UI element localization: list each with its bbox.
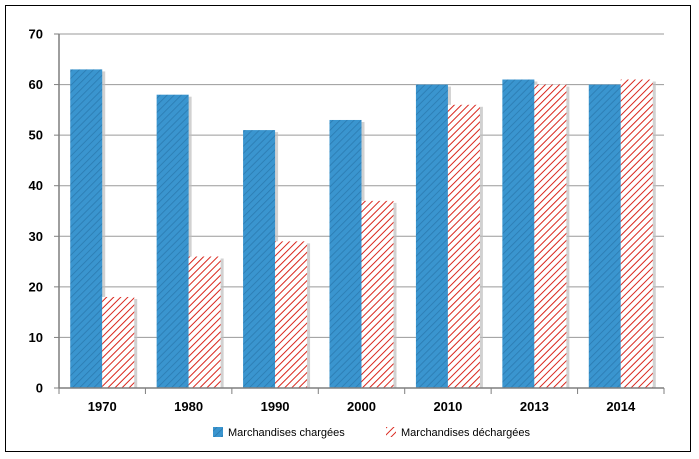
bar-discharged-2014 (620, 79, 653, 388)
bar-discharged-1970 (102, 296, 135, 388)
y-tick-label: 20 (29, 279, 43, 294)
bar-charged-2013 (502, 79, 535, 388)
y-tick-label: 40 (29, 178, 43, 193)
bar-discharged-2013 (534, 84, 567, 389)
y-tick-label: 0 (36, 381, 43, 396)
x-tick-labels: 1970 1980 1990 2000 2010 2013 2014 (88, 399, 636, 414)
bar-charged-1980 (156, 94, 189, 388)
x-tick-label: 1980 (174, 399, 203, 414)
axes (54, 33, 665, 394)
x-tick-label: 2014 (606, 399, 636, 414)
legend-label-discharged: Marchandises déchargées (401, 427, 531, 439)
bar-discharged-1990 (275, 241, 308, 388)
bar-discharged-2000 (361, 200, 394, 388)
x-tick-label: 2000 (347, 399, 376, 414)
x-tick-label: 1970 (88, 399, 117, 414)
y-tick-label: 60 (29, 77, 43, 92)
bar-discharged-1980 (188, 256, 221, 388)
bar-charged-1970 (70, 69, 103, 389)
legend-label-charged: Marchandises chargées (228, 427, 345, 439)
y-tick-label: 30 (29, 229, 43, 244)
y-tick-label: 70 (29, 27, 43, 42)
legend-swatch-charged (213, 427, 223, 437)
x-tick-label: 1990 (261, 399, 290, 414)
legend-swatch-discharged (386, 427, 396, 437)
x-tick-label: 2010 (433, 399, 462, 414)
bar-charged-2000 (329, 119, 362, 388)
bar-charged-1990 (243, 130, 276, 389)
legend: Marchandises chargées Marchandises déchar… (213, 427, 531, 439)
bar-charged-2010 (415, 84, 448, 389)
y-tick-labels: 0 10 20 30 40 50 60 70 (29, 27, 43, 396)
y-tick-label: 50 (29, 128, 43, 143)
y-tick-label: 10 (29, 330, 43, 345)
x-tick-label: 2013 (520, 399, 549, 414)
bars (70, 69, 656, 389)
bar-discharged-2010 (447, 104, 480, 389)
bar-charged-2014 (588, 84, 621, 389)
